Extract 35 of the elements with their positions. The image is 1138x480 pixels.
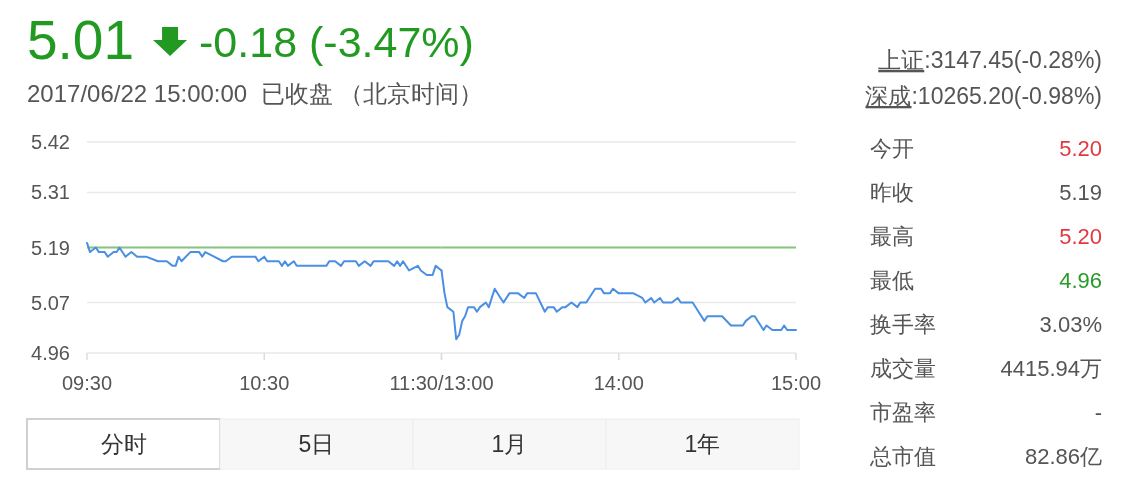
category-label: 总市值: [869, 443, 936, 469]
chart-subtitle: -0.18 (-3.47%): [199, 18, 474, 66]
x-tick-label: 15:00: [770, 372, 822, 394]
x-tick-label: 14:00: [593, 372, 644, 394]
text: 5日: [298, 431, 335, 458]
category-label: 最低: [870, 267, 914, 293]
text: 1年: [684, 431, 721, 458]
category-label: 昨收: [870, 179, 914, 205]
chart-title: 5.01: [27, 9, 135, 71]
text: 分时: [100, 431, 147, 458]
text: 深成:10265.20(-0.98%): [865, 83, 1102, 109]
text: 5.20: [1059, 135, 1102, 161]
category-label: 最高: [870, 223, 914, 249]
y-tick-label: 5.19: [31, 236, 70, 259]
y-tick-label: 5.31: [31, 181, 70, 204]
text: 上证:3147.45(-0.28%): [878, 47, 1102, 73]
x-tick-label: 11:30/13:00: [389, 372, 494, 394]
text: 82.86亿: [1024, 443, 1102, 469]
text: 1月: [491, 431, 528, 458]
category-label: 成交量: [870, 355, 936, 381]
y-tick-label: 4.96: [31, 342, 70, 364]
category-label: 换手率: [870, 311, 936, 337]
text: 4.96: [1059, 267, 1102, 293]
text: 5.19: [1059, 179, 1102, 205]
y-tick-label: 5.42: [31, 131, 70, 153]
category-label: 市盈率: [870, 399, 936, 425]
text: 4415.94万: [1000, 355, 1102, 381]
y-tick-label: 5.07: [31, 291, 70, 314]
category-label: 今开: [870, 135, 914, 161]
x-tick-label: 10:30: [239, 372, 290, 394]
x-tick-label: 09:30: [61, 372, 113, 394]
text: 3.03%: [1039, 311, 1102, 337]
text: 5.20: [1059, 223, 1102, 249]
text: 2017/06/22 15:00:00 已收盘 （北京时间）: [27, 80, 484, 107]
text: -: [1094, 399, 1102, 425]
